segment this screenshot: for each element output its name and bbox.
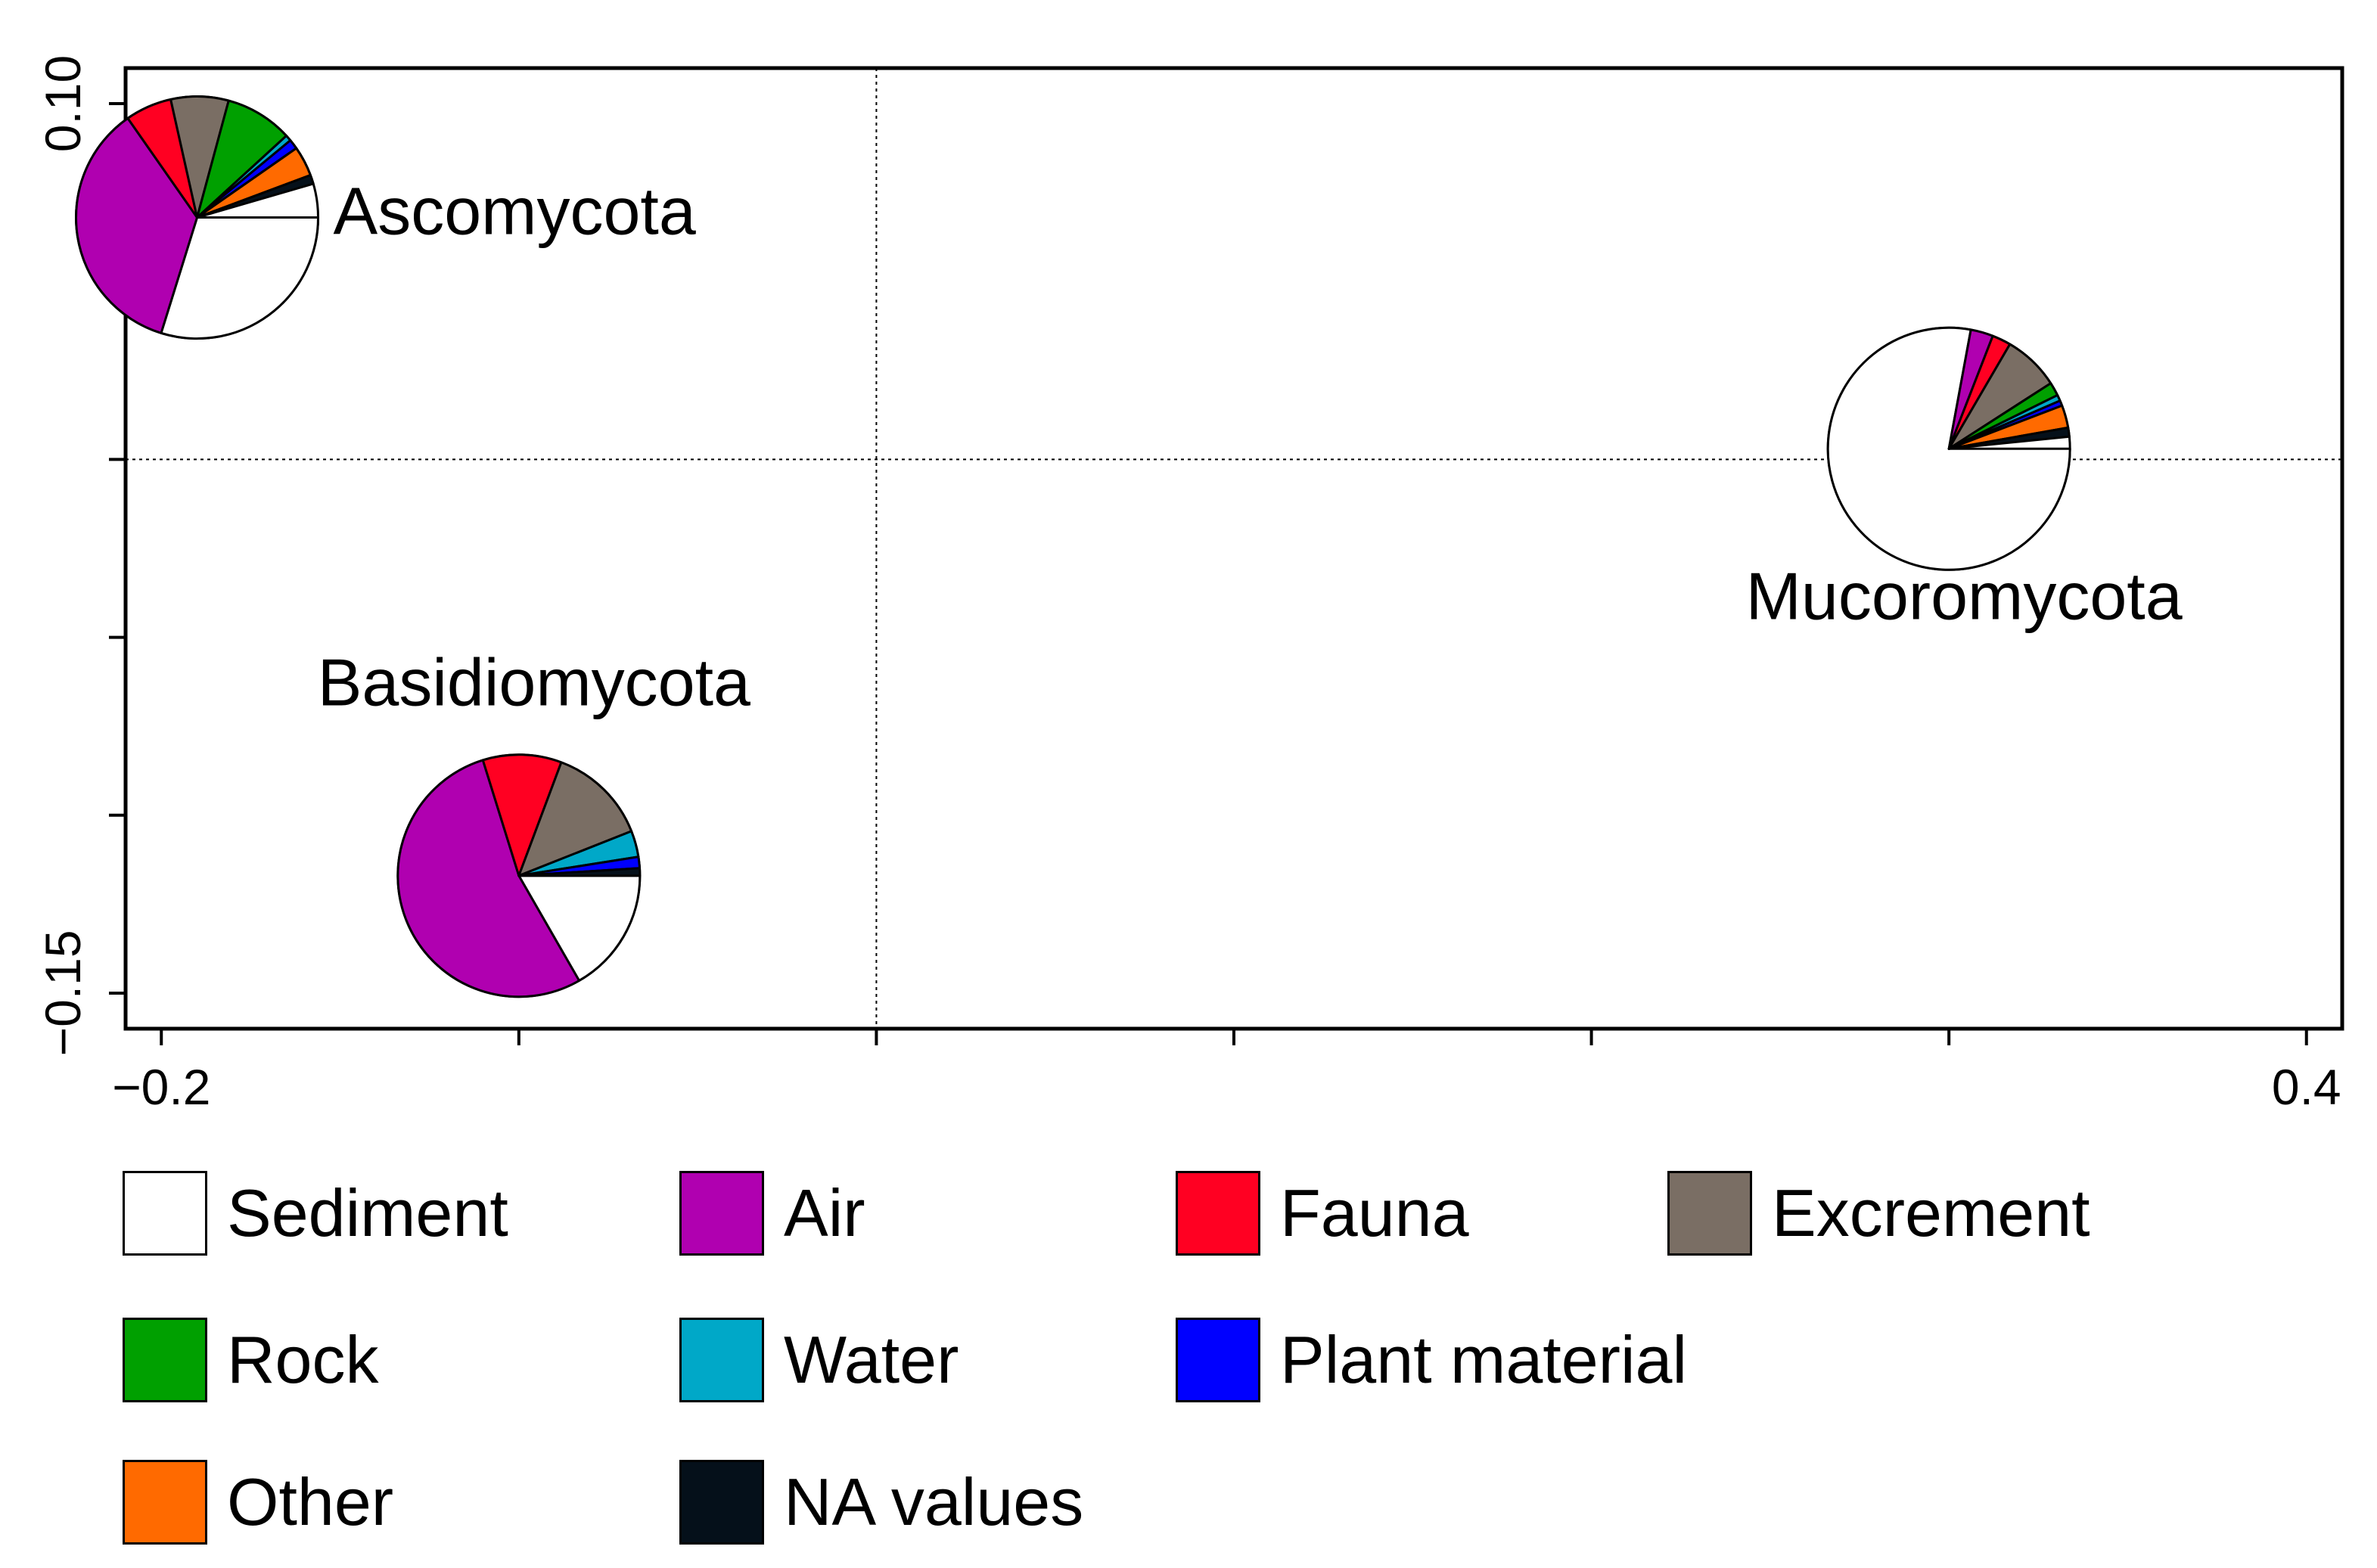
legend-item-water: Water (679, 1315, 959, 1405)
pie-ascomycota (75, 95, 320, 340)
legend-label: Rock (227, 1322, 379, 1397)
legend-label: Other (227, 1464, 394, 1539)
legend-swatch (679, 1171, 764, 1256)
pie-basidiomycota (396, 753, 642, 998)
point-label-mucoromycota: Mucoromycota (1746, 558, 2183, 633)
x-axis: −0.2 0.4 (112, 1029, 2341, 1115)
legend-swatch (1667, 1171, 1752, 1256)
pie-slice-sediment (517, 874, 642, 982)
legend-swatch (1176, 1318, 1260, 1402)
legend-label: Sediment (227, 1175, 508, 1250)
legend-item-fauna: Fauna (1176, 1168, 1469, 1259)
pie-markers (75, 95, 2071, 998)
legend-label: Plant material (1280, 1322, 1688, 1397)
legend-item-sediment: Sediment (123, 1168, 508, 1259)
legend-label: Water (784, 1322, 959, 1397)
legend-label: Fauna (1280, 1175, 1469, 1250)
legend-item-excrement: Excrement (1667, 1168, 2090, 1259)
legend-item-plant-material: Plant material (1176, 1315, 1687, 1405)
legend-swatch (1176, 1171, 1260, 1256)
legend-item-other: Other (123, 1457, 393, 1548)
y-tick-label: −0.15 (35, 930, 91, 1056)
legend-swatch (123, 1318, 207, 1402)
y-tick-label: 0.10 (35, 55, 91, 152)
legend-swatch (679, 1460, 764, 1545)
pie-slice-na-values (1947, 426, 2071, 450)
y-axis: 0.10 −0.15 (35, 55, 126, 1056)
pie-slice-excrement (517, 761, 633, 877)
point-label-basidiomycota: Basidiomycota (318, 645, 750, 720)
pie-slice-na-values (196, 173, 315, 219)
pie-slice-air (396, 759, 581, 998)
legend-label: Excrement (1772, 1175, 2090, 1250)
legend-item-rock: Rock (123, 1315, 379, 1405)
pie-slice-sediment (160, 216, 320, 340)
pie-slice-rock (196, 99, 288, 219)
point-label-ascomycota: Ascomycota (334, 174, 696, 249)
pie-slice-na-values (517, 867, 642, 877)
legend-swatch (123, 1171, 207, 1256)
pie-slice-air (75, 116, 199, 334)
x-tick-label: −0.2 (112, 1059, 210, 1115)
legend-swatch (123, 1460, 207, 1545)
x-tick-label: 0.4 (2272, 1059, 2341, 1115)
legend-item-air: Air (679, 1168, 865, 1259)
legend-swatch (679, 1318, 764, 1402)
legend-label: Air (784, 1175, 865, 1250)
phylum-labels: Ascomycota Basidiomycota Mucoromycota (318, 174, 2183, 720)
pie-slice-fauna (481, 753, 563, 877)
legend-item-na-values: NA values (679, 1457, 1083, 1548)
pie-mucoromycota (1826, 326, 2071, 571)
legend-label: NA values (784, 1464, 1084, 1539)
